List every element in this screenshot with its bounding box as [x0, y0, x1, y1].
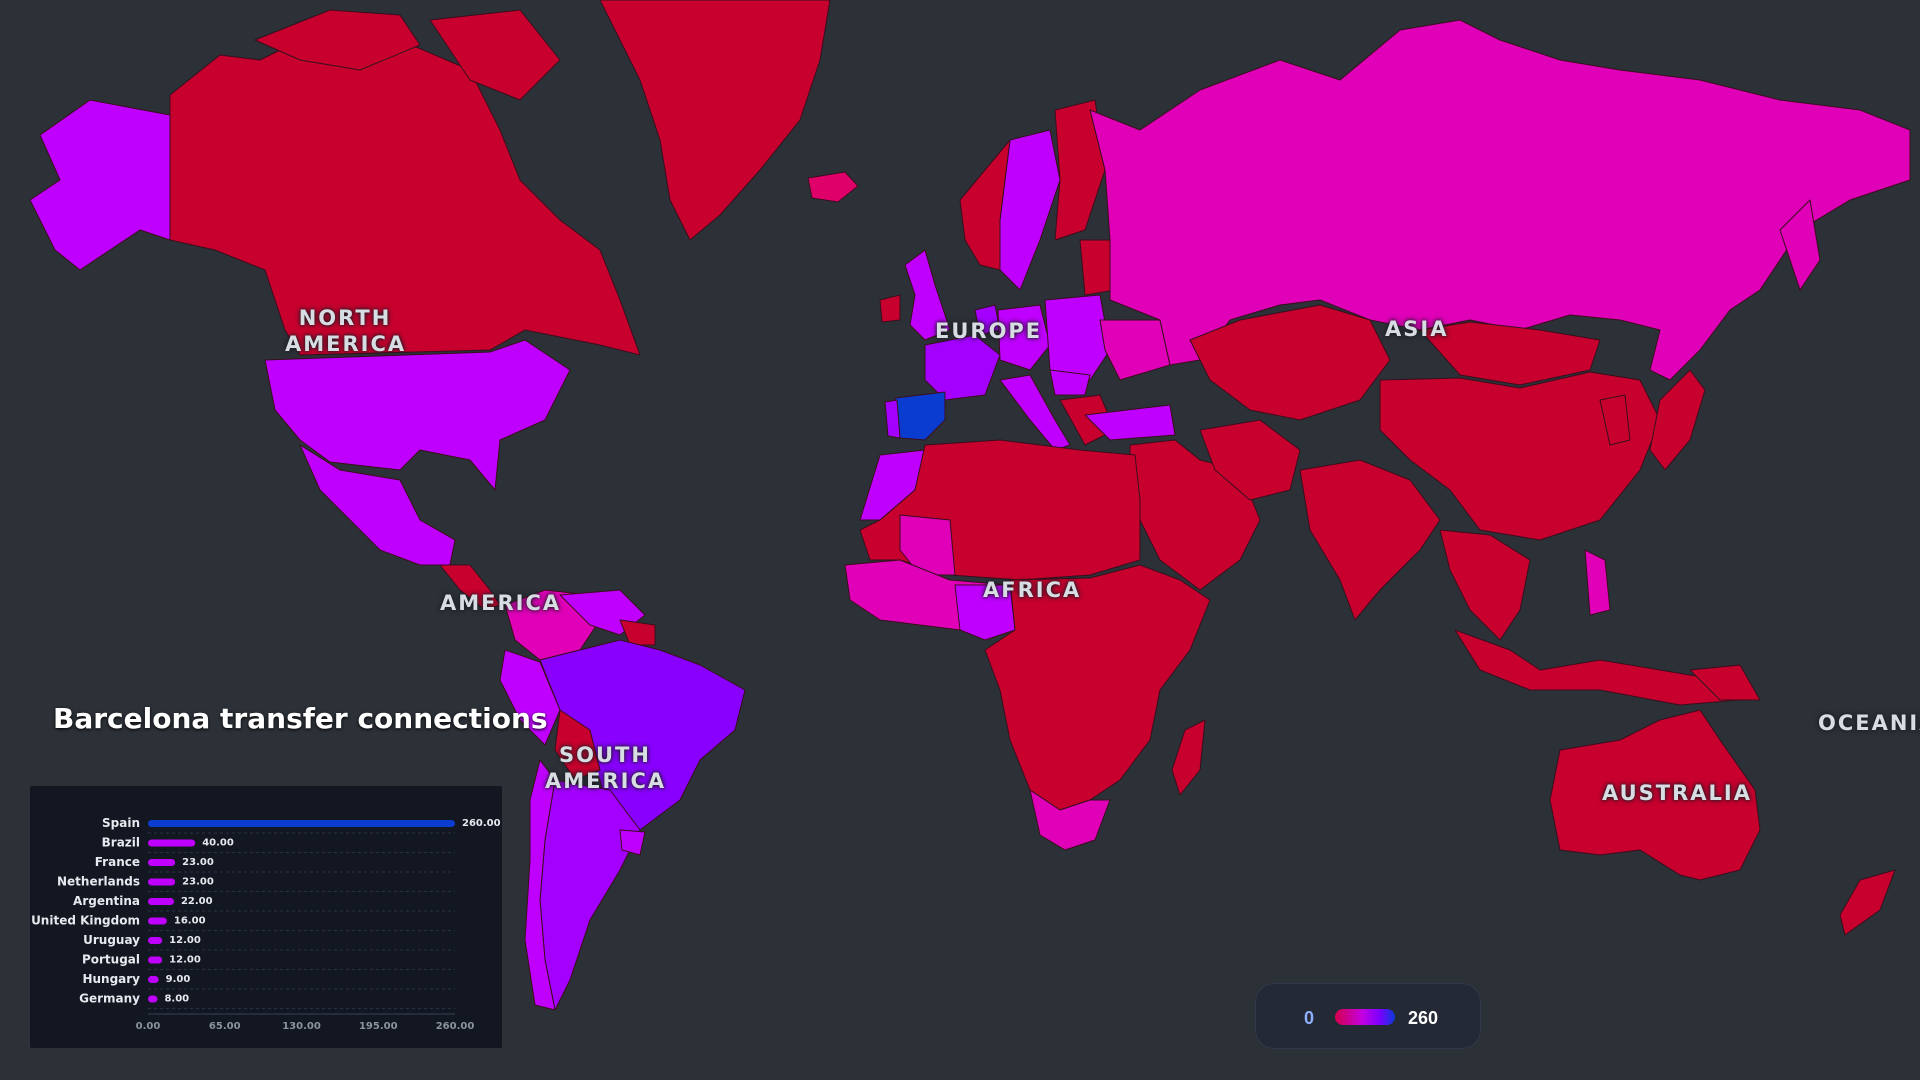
category-label: United Kingdom [31, 914, 140, 928]
country-new-zealand[interactable] [1839, 869, 1896, 936]
label-south-america: SOUTH AMERICA [545, 743, 667, 793]
country-canada[interactable] [169, 39, 641, 356]
color-legend: 0 260 [1256, 984, 1480, 1048]
country-madagascar[interactable] [1171, 719, 1206, 796]
value-label: 12.00 [169, 935, 201, 946]
value-label: 260.00 [462, 818, 501, 829]
country-peru[interactable] [499, 649, 561, 746]
bar-chart: Spain 260.00 Brazil 40.00 France 23.00 Netherl… [31, 816, 501, 1032]
category-label: Argentina [73, 894, 140, 908]
country-turkey[interactable] [1084, 404, 1176, 441]
bar[interactable] [148, 995, 158, 1003]
label-australia: AUSTRALIA [1602, 781, 1752, 805]
country-iran[interactable] [1199, 419, 1301, 501]
value-label: 40.00 [202, 838, 234, 849]
bar[interactable] [148, 937, 163, 944]
country-usa-alaska[interactable] [29, 99, 171, 271]
label-asia: ASIA [1385, 317, 1449, 341]
country-southeast-asia[interactable] [1439, 529, 1531, 641]
tick-label: 260.00 [436, 1021, 475, 1032]
label-north-america: NORTH AMERICA [285, 306, 407, 356]
legend-min-value: 0 [1304, 1008, 1315, 1028]
country-philippines[interactable] [1584, 549, 1611, 616]
country-nigeria[interactable] [954, 584, 1016, 641]
country-russia-east[interactable] [1779, 199, 1821, 291]
category-label: Portugal [82, 953, 140, 967]
category-label: Netherlands [57, 875, 140, 889]
legend-max-value: 260 [1408, 1008, 1439, 1028]
country-greenland[interactable] [599, 0, 831, 241]
country-central-africa[interactable] [984, 564, 1211, 811]
label-oceania: OCEANIA [1818, 711, 1920, 735]
value-label: 23.00 [182, 877, 214, 888]
country-chile[interactable] [524, 759, 556, 1011]
value-label: 9.00 [166, 974, 191, 985]
country-portugal[interactable] [884, 399, 901, 439]
country-japan[interactable] [1649, 369, 1706, 471]
tick-label: 195.00 [359, 1021, 398, 1032]
country-italy[interactable] [999, 374, 1071, 451]
category-label: France [95, 855, 140, 869]
label-europe: EUROPE [935, 319, 1043, 343]
country-south-africa[interactable] [1029, 789, 1111, 851]
category-label: Germany [79, 992, 140, 1006]
legend-gradient-bar [1335, 1009, 1395, 1025]
country-kazakhstan-central-asia[interactable] [1189, 304, 1391, 421]
bar[interactable] [148, 839, 196, 847]
bar[interactable] [148, 820, 455, 827]
country-bolivia[interactable] [554, 709, 601, 781]
country-australia[interactable] [1549, 709, 1761, 881]
bar[interactable] [148, 956, 163, 964]
value-label: 23.00 [182, 857, 214, 868]
country-uruguay[interactable] [619, 829, 646, 856]
country-indonesia[interactable] [1454, 629, 1741, 706]
value-label: 16.00 [174, 916, 206, 927]
country-norway[interactable] [959, 139, 1011, 271]
country-united-kingdom[interactable] [904, 249, 951, 341]
bar[interactable] [148, 917, 167, 925]
country-france[interactable] [924, 334, 1001, 401]
value-label: 22.00 [181, 896, 213, 907]
country-iceland[interactable] [807, 171, 859, 203]
country-germany[interactable] [997, 304, 1051, 371]
category-label: Uruguay [83, 933, 140, 947]
tick-label: 0.00 [136, 1021, 161, 1032]
country-argentina[interactable] [539, 779, 641, 1011]
country-papua[interactable] [1689, 664, 1761, 701]
country-canada-islands[interactable] [254, 9, 561, 101]
country-ireland[interactable] [879, 294, 901, 323]
label-africa: AFRICA [983, 578, 1082, 602]
country-spain[interactable] [894, 391, 946, 441]
country-central-america[interactable] [439, 564, 501, 611]
country-mongolia[interactable] [1419, 321, 1601, 386]
country-guianas[interactable] [619, 619, 656, 646]
bar[interactable] [148, 898, 174, 905]
country-india[interactable] [1299, 459, 1441, 621]
label-america: AMERICA [440, 591, 562, 615]
tick-label: 65.00 [209, 1021, 241, 1032]
tick-label: 130.00 [282, 1021, 321, 1032]
bar[interactable] [148, 859, 176, 866]
country-sweden[interactable] [999, 129, 1061, 291]
bar[interactable] [148, 976, 159, 983]
value-label: 12.00 [169, 955, 201, 966]
page-title: Barcelona transfer connections [53, 702, 548, 735]
country-hungary[interactable] [1049, 369, 1091, 396]
value-label: 8.00 [164, 994, 189, 1005]
country-usa[interactable] [264, 339, 571, 491]
country-korea[interactable] [1599, 394, 1631, 446]
category-label: Brazil [102, 836, 140, 850]
category-label: Spain [102, 816, 140, 830]
country-eastern-europe[interactable] [1044, 294, 1111, 381]
country-ukraine[interactable] [1099, 319, 1171, 381]
bar[interactable] [148, 878, 176, 886]
category-label: Hungary [82, 972, 140, 986]
country-china[interactable] [1379, 371, 1661, 541]
bar-chart-panel: Spain 260.00 Brazil 40.00 France 23.00 Netherl… [30, 786, 502, 1048]
country-finland[interactable] [1054, 99, 1106, 241]
